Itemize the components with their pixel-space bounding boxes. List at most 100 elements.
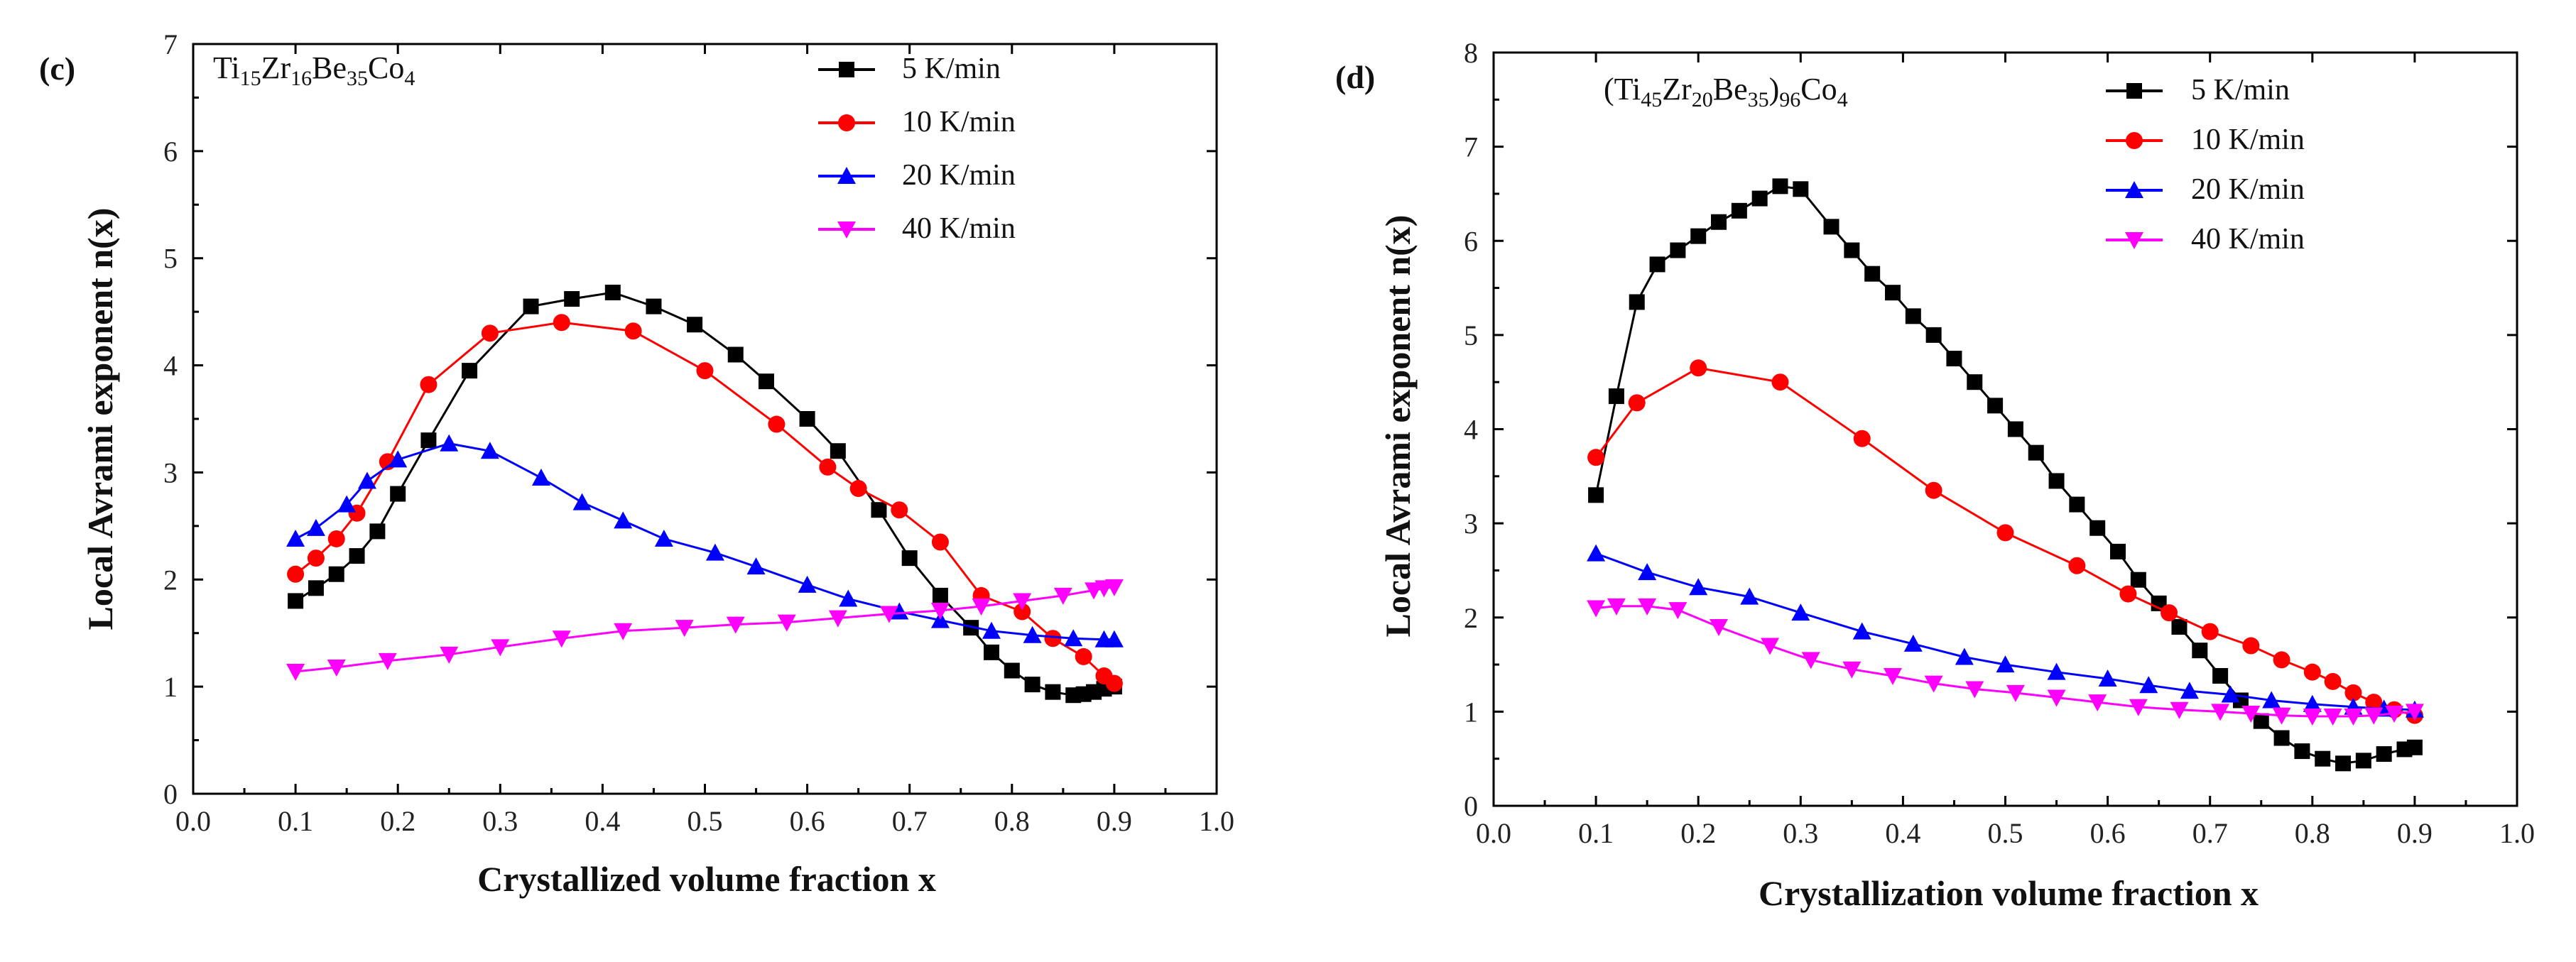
chart-1-legend-label: 5 K/min [902,53,1001,85]
chart-1-series-5kmin-point [349,548,365,564]
chart-1-series-20kmin-point [798,575,817,593]
chart-1-series-5kmin-point [1045,684,1061,700]
chart-2-legend-label: 5 K/min [2191,74,2290,106]
chart-2-series-40kmin-point [1801,652,1820,669]
chart-2-series-5kmin-point [1793,181,1809,197]
chart-2-series-20kmin-point [2047,662,2066,680]
chart-1-series-20kmin-point [306,518,325,536]
chart-2-series-5kmin-point [2110,543,2126,559]
chart-1-series-5kmin-point [799,411,815,427]
chart-1-series-5kmin-point [983,644,999,660]
chart-1-series-5kmin-point [308,580,324,596]
chart-2-series-40kmin-point [2272,707,2291,725]
chart-1-composition-subscript: 4 [404,67,415,90]
chart-2-series-5kmin-point [1670,242,1686,258]
chart-1-y-tick-label: 0 [163,778,178,810]
chart-1-composition: Ti15Zr16Be35Co4 [213,50,415,90]
chart-2-series-5kmin-point [2069,496,2085,513]
chart-2-x-tick-label: 0.3 [1783,817,1818,849]
chart-2-series-10kmin-point [2303,663,2321,681]
chart-1-series-5kmin-point [646,298,662,315]
chart-2-series-40kmin-point [2241,706,2261,723]
chart-2-x-tick-label: 0.6 [2090,817,2126,849]
chart-2-x-tick-label: 0.5 [1988,817,2023,849]
chart-2-series-40kmin-point [2303,709,2322,726]
chart-1-series-40kmin-point [327,659,346,677]
chart-2-series-10kmin-point [2324,672,2342,690]
chart-2-series-40kmin-point [2170,701,2189,719]
chart-1-series-5kmin-point [830,443,846,459]
chart-2-series-40kmin-point [1924,675,1943,693]
chart-2-y-tick-label: 5 [1464,319,1478,351]
chart-1-x-tick-label: 0.3 [482,805,518,837]
chart-2-series-40kmin-point [1842,661,1862,679]
chart-1-y-tick-label: 7 [163,28,178,60]
chart-2-composition-subscript: 35 [1748,88,1769,111]
chart-1-series-40kmin [286,579,1124,682]
chart-1-series-10kmin [287,314,1123,692]
chart-2-series-20kmin-point [2221,685,2240,703]
chart-2-series-5kmin-point [1905,308,1921,324]
chart-2-series-5kmin-point [1711,214,1727,230]
chart-2-series-5kmin-point [1987,398,2004,414]
chart-2-series-5kmin-point [2048,473,2065,489]
chart-1-x-tick-label: 1.0 [1199,805,1234,837]
chart-1-series-40kmin-point [879,606,898,623]
chart-2-series-5kmin-point [2171,619,2188,635]
chart-1-series-5kmin-point [462,363,478,379]
chart-1-series-20kmin-point [890,602,909,620]
chart-1-series-10kmin-point [287,565,305,583]
chart-1-series-10kmin-point [931,533,949,551]
chart-1-x-tick-label: 0.5 [688,805,723,837]
chart-1-x-tick-label: 0.1 [278,805,313,837]
chart-1-legend-marker [837,222,856,239]
chart-2-series-5kmin-point [1690,228,1707,244]
chart-2-composition-subscript: 45 [1641,88,1662,111]
chart-1-series-5kmin-point [1004,662,1020,679]
chart-1-composition-subscript: 16 [290,67,312,90]
chart-1-x-tick-label: 0.6 [790,805,825,837]
chart-1-series-10kmin-point [307,550,325,567]
chart-1-series-10kmin-point [1044,630,1062,647]
chart-2-series-20kmin-point [1852,622,1871,640]
chart-1-legend-entry: 20 K/min [818,159,1016,192]
chart-2-legend-entry: 10 K/min [2106,124,2305,156]
chart-2-series-5kmin-point [2315,750,2331,767]
chart-1-y-tick-label: 4 [163,350,178,382]
chart-1-series-40kmin-point [1053,587,1072,605]
chart-2-series-5kmin-point [2376,746,2392,763]
chart-2-series-40kmin-point [2385,706,2404,723]
chart-2-series-5kmin-point [1772,178,1788,195]
chart-2-legend-label: 40 K/min [2191,223,2305,256]
chart-1-series-10kmin-point [819,458,837,476]
chart-2-series-5kmin-point [2273,730,2290,746]
chart-1-y-axis-title: Local Avrami exponent n(x) [80,208,120,630]
chart-1-series-20kmin-point [480,442,499,459]
chart-1-series-40kmin-point [552,630,571,648]
chart-2-series-5kmin-point [1864,266,1881,282]
chart-1-series-5kmin-point [564,291,580,307]
chart-2-series-5kmin-point [1608,388,1624,405]
chart-1-x-tick-label: 0.7 [892,805,928,837]
chart-1-series-20kmin-point [705,543,724,561]
chart-2-series-10kmin [1587,359,2423,724]
chart-2-series-5kmin-line [1594,185,2415,765]
chart-2-composition-element: Zr [1662,72,1692,106]
chart-2-series-10kmin-point [1771,373,1789,391]
chart-2-legend-entry: 20 K/min [2106,173,2305,206]
chart-1-series-40kmin-point [972,598,991,616]
chart-2-legend-label: 20 K/min [2191,173,2305,206]
chart-2-series-5kmin-point [2294,743,2310,760]
chart-1-series-40kmin-point [675,620,694,638]
chart-2-composition: (Ti45Zr20Be35)96Co4 [1604,72,1848,111]
chart-2-series-5kmin-point [2028,444,2044,461]
chart-2-y-tick-label: 0 [1464,790,1478,822]
chart-2-composition-element: Be [1713,72,1748,106]
chart-2: 0.0 0.1 0.2 0.3 0.4 0.5 0.6 0.7 0.8 0.9 1.00123456… [1335,37,2535,913]
chart-1-legend-marker [838,114,855,131]
chart-2-series-10kmin-point [2201,623,2219,640]
chart-1-series-20kmin-point [1064,629,1083,647]
chart-2-series-20kmin-point [2303,694,2322,712]
chart-2-series-10kmin-point [2344,684,2362,701]
chart-1-series-10kmin-point [327,530,345,547]
